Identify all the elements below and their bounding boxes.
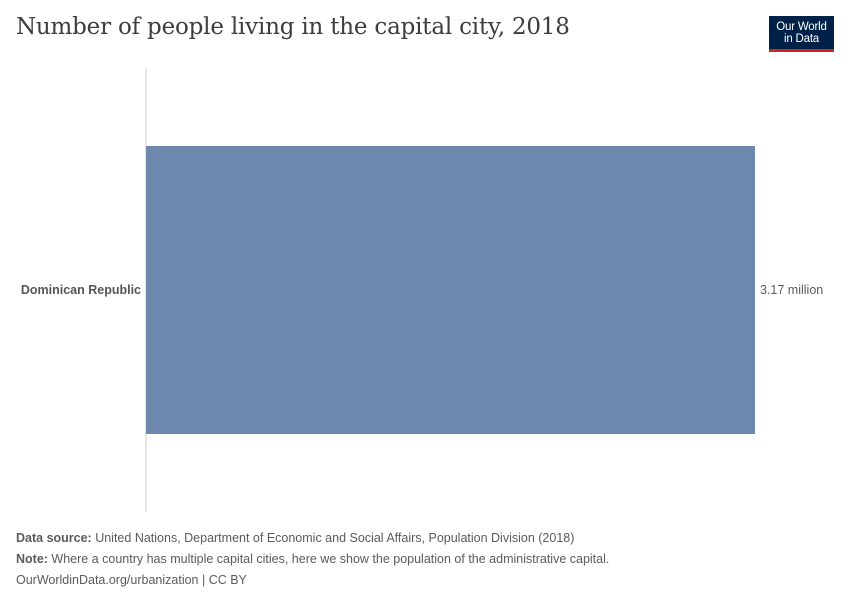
owid-logo[interactable]: Our World in Data [769,16,834,52]
credit-line[interactable]: OurWorldinData.org/urbanization | CC BY [16,573,247,587]
data-source-line: Data source: United Nations, Department … [16,528,609,549]
logo-line-1: Our World [776,21,827,33]
bar-dominican-republic[interactable] [146,146,755,434]
chart-footer: Data source: United Nations, Department … [16,528,609,591]
category-label: Dominican Republic [21,283,141,297]
data-source-label: Data source: [16,531,92,545]
value-label: 3.17 million [760,283,823,297]
chart-title: Number of people living in the capital c… [16,14,570,40]
data-source-text: United Nations, Department of Economic a… [91,531,575,545]
bar-chart: Dominican Republic 3.17 million [21,68,823,512]
note-label: Note: [16,552,48,566]
note-line: Note: Where a country has multiple capit… [16,549,609,570]
logo-line-2: in Data [783,33,820,45]
note-text: Where a country has multiple capital cit… [47,552,610,566]
